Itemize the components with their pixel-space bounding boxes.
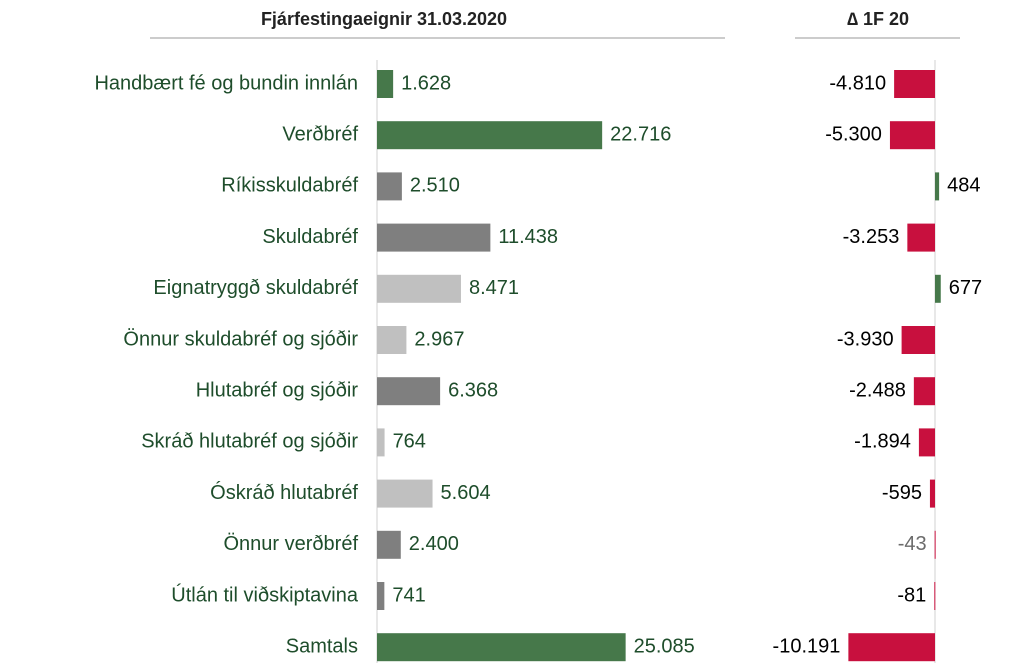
bar [901,326,935,354]
bar [935,172,940,201]
value-label: 6.368 [448,379,498,401]
category-label: Skráð hlutabréf og sjóðir [141,431,358,453]
value-label: -3.930 [837,328,894,350]
category-label: Handbært fé og bundin innlán [94,72,358,94]
bar [377,326,407,354]
bar [377,633,626,662]
value-label: -10.191 [773,635,841,657]
value-label: 677 [949,277,982,299]
value-label: 25.085 [634,635,695,657]
value-label: 764 [393,431,426,453]
value-label: 5.604 [441,482,491,504]
bar [377,530,401,559]
value-label: -595 [882,482,922,504]
bar [918,428,935,457]
bar [894,70,935,98]
value-label: -1.894 [854,431,911,453]
bar [377,377,441,406]
category-label: Skuldabréf [262,226,358,248]
category-label: Verðbréf [282,123,358,145]
value-label: 22.716 [610,123,671,145]
category-label: Ríkisskuldabréf [221,175,358,197]
bar [377,223,491,252]
category-label: Útlán til viðskiptavina [171,583,359,606]
bar [377,582,385,610]
value-label: -81 [897,584,926,606]
category-label: Hlutabréf og sjóðir [196,379,359,401]
value-label: -5.300 [825,123,882,145]
bar [377,274,461,303]
value-label: 2.400 [409,533,459,555]
bar [907,223,935,252]
category-label: Önnur skuldabréf og sjóðir [123,328,358,350]
category-label: Óskráð hlutabréf [210,481,358,504]
bar [377,121,603,150]
category-label: Samtals [286,635,358,657]
value-label: 2.510 [410,175,460,197]
bar [929,479,935,508]
value-label: 741 [392,584,425,606]
bar [913,377,935,406]
bar [934,582,936,610]
value-label: -4.810 [829,72,886,94]
chart-title: Fjárfestingaeignir 31.03.2020 [261,9,507,29]
category-label: Eignatryggð skuldabréf [153,277,358,299]
bar [848,633,935,662]
bar [934,530,936,559]
bar [935,274,941,303]
value-label: 11.438 [498,226,558,248]
bar [377,172,402,201]
value-label: 2.967 [414,328,464,350]
chart-title: ∆ 1F 20 [847,9,909,29]
value-label: 1.628 [401,72,451,94]
value-label: 8.471 [469,277,519,299]
value-label: -2.488 [849,379,906,401]
bar [377,479,433,508]
bar [889,121,935,150]
bar [377,70,394,98]
value-label: 484 [947,175,980,197]
value-label: -3.253 [843,226,900,248]
category-label: Önnur verðbréf [223,533,358,555]
bar [377,428,385,457]
value-label: -43 [898,533,927,555]
